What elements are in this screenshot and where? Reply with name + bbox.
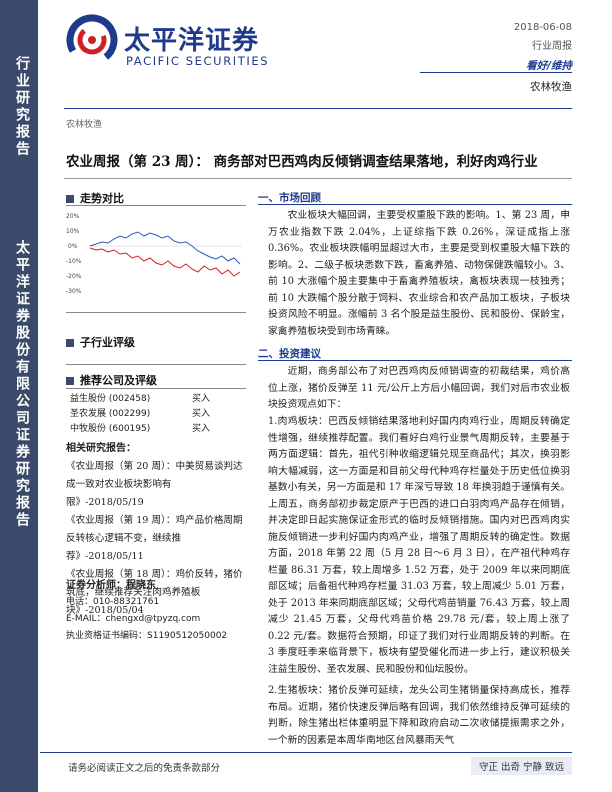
report-date: 2018-06-08 [513, 22, 572, 33]
divider [66, 388, 246, 389]
band-title-report-type: 行业研究报告 [14, 56, 30, 158]
tick-label: 20% [66, 213, 80, 220]
side-band: 行业研究报告 太平洋证券股份有限公司证券研究报告 [0, 0, 38, 792]
related-report-item[interactable]: 《农业周报（第 20 周）：中美贸易谈判达成一致对农业板块影响有限》-2018/… [66, 461, 243, 508]
report-type: 行业周报 [532, 41, 572, 52]
stock-row: 圣农发展 (002299) 买入 [70, 406, 246, 419]
series-line-red [89, 247, 241, 277]
stock-rating: 买入 [192, 409, 211, 419]
divider [66, 364, 246, 365]
category-label: 农林牧渔 [66, 120, 103, 130]
tick-label: 0% [68, 243, 78, 250]
stock-row: 中牧股份 (600195) 买入 [70, 421, 246, 434]
related-report-item[interactable]: 《农业周报（第 18 周）：鸡价反转，猪价筑底，继续推荐关注肉鸡养殖板块》-20… [66, 569, 243, 616]
analyst-heading: 证券分析师：程晓东 [66, 580, 156, 591]
section-heading-market: 一、市场回顾 [258, 192, 321, 204]
analyst-info: 证券分析师：程晓东 电话：010-88321761 E-MAIL：chengxd… [66, 577, 266, 645]
tick-label: 10% [66, 228, 80, 235]
stock-rating: 买入 [192, 394, 211, 404]
report-title: 农业周报（第 23 周）： 商务部对巴西鸡肉反倾销调查结果落地，利好肉鸡行业 [66, 154, 538, 170]
footer-motto: 守正 出奇 宁静 致远 [470, 757, 572, 775]
header-divider-short [420, 72, 572, 73]
industry-name: 农林牧渔 [530, 81, 572, 93]
series-line-blue [89, 231, 241, 265]
stock-row: 益生股份 (002458) 买入 [70, 391, 246, 404]
section-divider [258, 204, 572, 205]
tick-label: -20% [66, 273, 82, 280]
recommended-heading-text: 推荐公司及评级 [80, 374, 157, 387]
logo-text-cn: 太平洋证券 [124, 26, 260, 56]
analyst-email[interactable]: E-MAIL：chengxd@tpyzq.com [66, 614, 201, 624]
stock-name: 益生股份 (002458) [70, 394, 151, 404]
trend-chart: 20% 10% 0% -10% -20% -30% [66, 205, 246, 305]
trend-chart-svg: 20% 10% 0% -10% -20% -30% [66, 213, 242, 295]
hog-paragraph: 2.生猪板块：猪价反弹可延续，龙头公司生猪销量保持高成长，推荐布局。近期，猪价快… [268, 685, 570, 746]
tick-label: -30% [66, 288, 82, 295]
stock-name: 圣农发展 (002299) [70, 409, 151, 419]
section-divider [258, 360, 572, 361]
analyst-cert: 执业资格证书编码：S1190512050002 [66, 631, 228, 641]
section-heading-advice: 二、投资建议 [258, 348, 321, 360]
bullet-square-icon [66, 195, 74, 203]
related-report-item[interactable]: 《农业周报（第 19 周）：鸡产品价格周期反转核心逻辑不变，继续推荐》-2018… [66, 515, 243, 562]
market-review-paragraph: 农业板块大幅回调，主要受权重股下跌的影响。1、第 23 周，申万农业指数下跌 2… [268, 210, 570, 337]
sub-industry-heading: 子行业评级 [66, 334, 135, 350]
analyst-phone: 电话：010-88321761 [66, 597, 160, 607]
stock-rating: 买入 [192, 424, 211, 434]
tick-label: -10% [66, 258, 82, 265]
recommended-heading: 推荐公司及评级 [66, 372, 157, 388]
logo-text-en: PACIFIC SECURITIES [126, 54, 270, 68]
band-title-company: 太平洋证券股份有限公司证券研究报告 [14, 240, 30, 529]
footer-disclaimer: 请务必阅读正文之后的免责条款部分 [68, 763, 221, 774]
header-divider [64, 108, 572, 109]
broiler-paragraph: 1.肉鸡板块：巴西反倾销结果落地利好国内肉鸡行业，周期反转确定性增强，继续推荐配… [268, 416, 570, 675]
header-meta: 2018-06-08 行业周报 看好/维持 农林牧渔 [514, 22, 572, 94]
trend-heading: 走势对比 [66, 190, 124, 206]
related-reports-heading: 相关研究报告： [66, 443, 136, 454]
company-logo: 太平洋证券 PACIFIC SECURITIES [66, 14, 286, 86]
divider [66, 312, 246, 313]
logo-mark-icon [66, 14, 118, 66]
advice-intro-paragraph: 近期，商务部公布了对巴西鸡肉反倾销调查的初裁结果，鸡价高位上涨，猪价反弹至 11… [268, 366, 570, 410]
title-divider [64, 178, 572, 179]
stock-name: 中牧股份 (600195) [70, 424, 151, 434]
industry-rating: 看好/维持 [526, 60, 572, 72]
sub-industry-heading-text: 子行业评级 [80, 336, 135, 349]
trend-heading-text: 走势对比 [80, 192, 124, 205]
footer-divider [40, 752, 572, 753]
related-reports: 相关研究报告： 《农业周报（第 20 周）：中美贸易谈判达成一致对农业板块影响有… [66, 440, 246, 620]
bullet-square-icon [66, 377, 74, 385]
bullet-square-icon [66, 339, 74, 347]
